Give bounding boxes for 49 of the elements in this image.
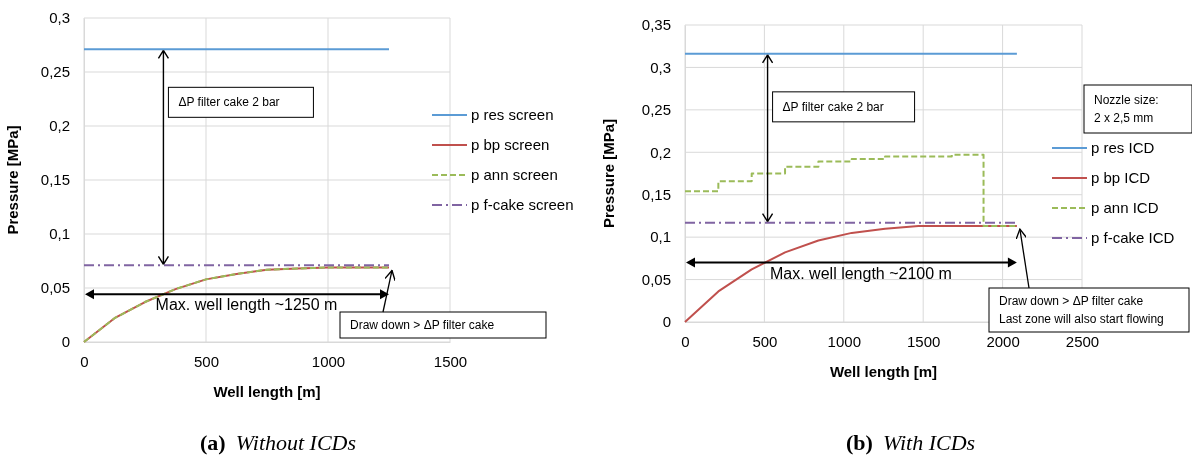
y-tick-label: 0,2: [49, 117, 70, 135]
x-tick-label: 500: [752, 332, 778, 350]
y-tick-label: 0,3: [49, 9, 70, 27]
text-box: Nozzle size: 2 x 2,5 mm: [1083, 84, 1192, 134]
y-tick-label: 0,3: [650, 58, 671, 76]
text-box: Draw down > ΔP filter cake: [339, 311, 547, 339]
y-tick-label: 0,2: [650, 143, 671, 161]
x-axis-title: Well length [m]: [213, 383, 321, 400]
x-tick-label: 1000: [827, 332, 861, 350]
legend-label: p res screen: [471, 106, 554, 123]
annotation: ΔP filter cake 2 bar: [178, 95, 280, 110]
text: (a) Without ICDs: [200, 430, 357, 455]
y-tick-label: 0: [662, 313, 671, 331]
annotation: ΔP filter cake 2 bar: [782, 99, 884, 114]
y-tick-label: 0,1: [49, 225, 70, 243]
text-box: Draw down > ΔP filter cake Last zone will also start flowing: [988, 287, 1190, 333]
text-box: ΔP filter cake 2 bar: [772, 91, 916, 123]
annotation: Draw down > ΔP filter cake: [350, 318, 495, 332]
y-tick-label: 0,1: [650, 228, 671, 246]
text: (b) With ICDs: [846, 430, 976, 455]
y-axis-title: Pressure [MPa]: [4, 125, 21, 235]
annotation: Max. well length ~2100 m: [770, 264, 952, 282]
y-tick-label: 0,15: [641, 186, 671, 204]
annotation: Draw down > ΔP filter cake Last zone will also start flowing: [999, 294, 1164, 326]
y-tick-label: 0,15: [40, 171, 70, 189]
legend-label: p res ICD: [1091, 139, 1155, 156]
annotation: Max. well length ~1250 m: [155, 296, 338, 314]
y-axis-title: Pressure [MPa]: [600, 118, 617, 229]
legend-label: p ann ICD: [1091, 199, 1159, 216]
legend-label: p ann screen: [471, 166, 558, 183]
x-tick-label: 2500: [1065, 332, 1100, 350]
x-tick-label: 1500: [433, 352, 468, 370]
x-axis-title: Well length [m]: [829, 363, 938, 380]
x-tick-label: 1500: [907, 332, 941, 350]
text-box: ΔP filter cake 2 bar: [167, 86, 314, 118]
y-tick-label: 0,05: [40, 279, 70, 297]
legend-label: p f-cake ICD: [1091, 229, 1175, 246]
x-tick-label: 0: [681, 332, 690, 350]
legend-label: p bp screen: [471, 136, 550, 153]
y-tick-label: 0,05: [641, 270, 671, 288]
legend-label: p f-cake screen: [471, 196, 574, 213]
x-tick-label: 500: [193, 352, 220, 370]
y-tick-label: 0,25: [40, 63, 70, 81]
x-tick-label: 1000: [311, 352, 346, 370]
x-tick-label: 2000: [986, 332, 1020, 350]
y-tick-label: 0,25: [641, 101, 671, 119]
legend-label: p bp ICD: [1091, 169, 1151, 186]
x-tick-label: 0: [80, 352, 89, 370]
y-tick-label: 0,35: [641, 16, 671, 34]
